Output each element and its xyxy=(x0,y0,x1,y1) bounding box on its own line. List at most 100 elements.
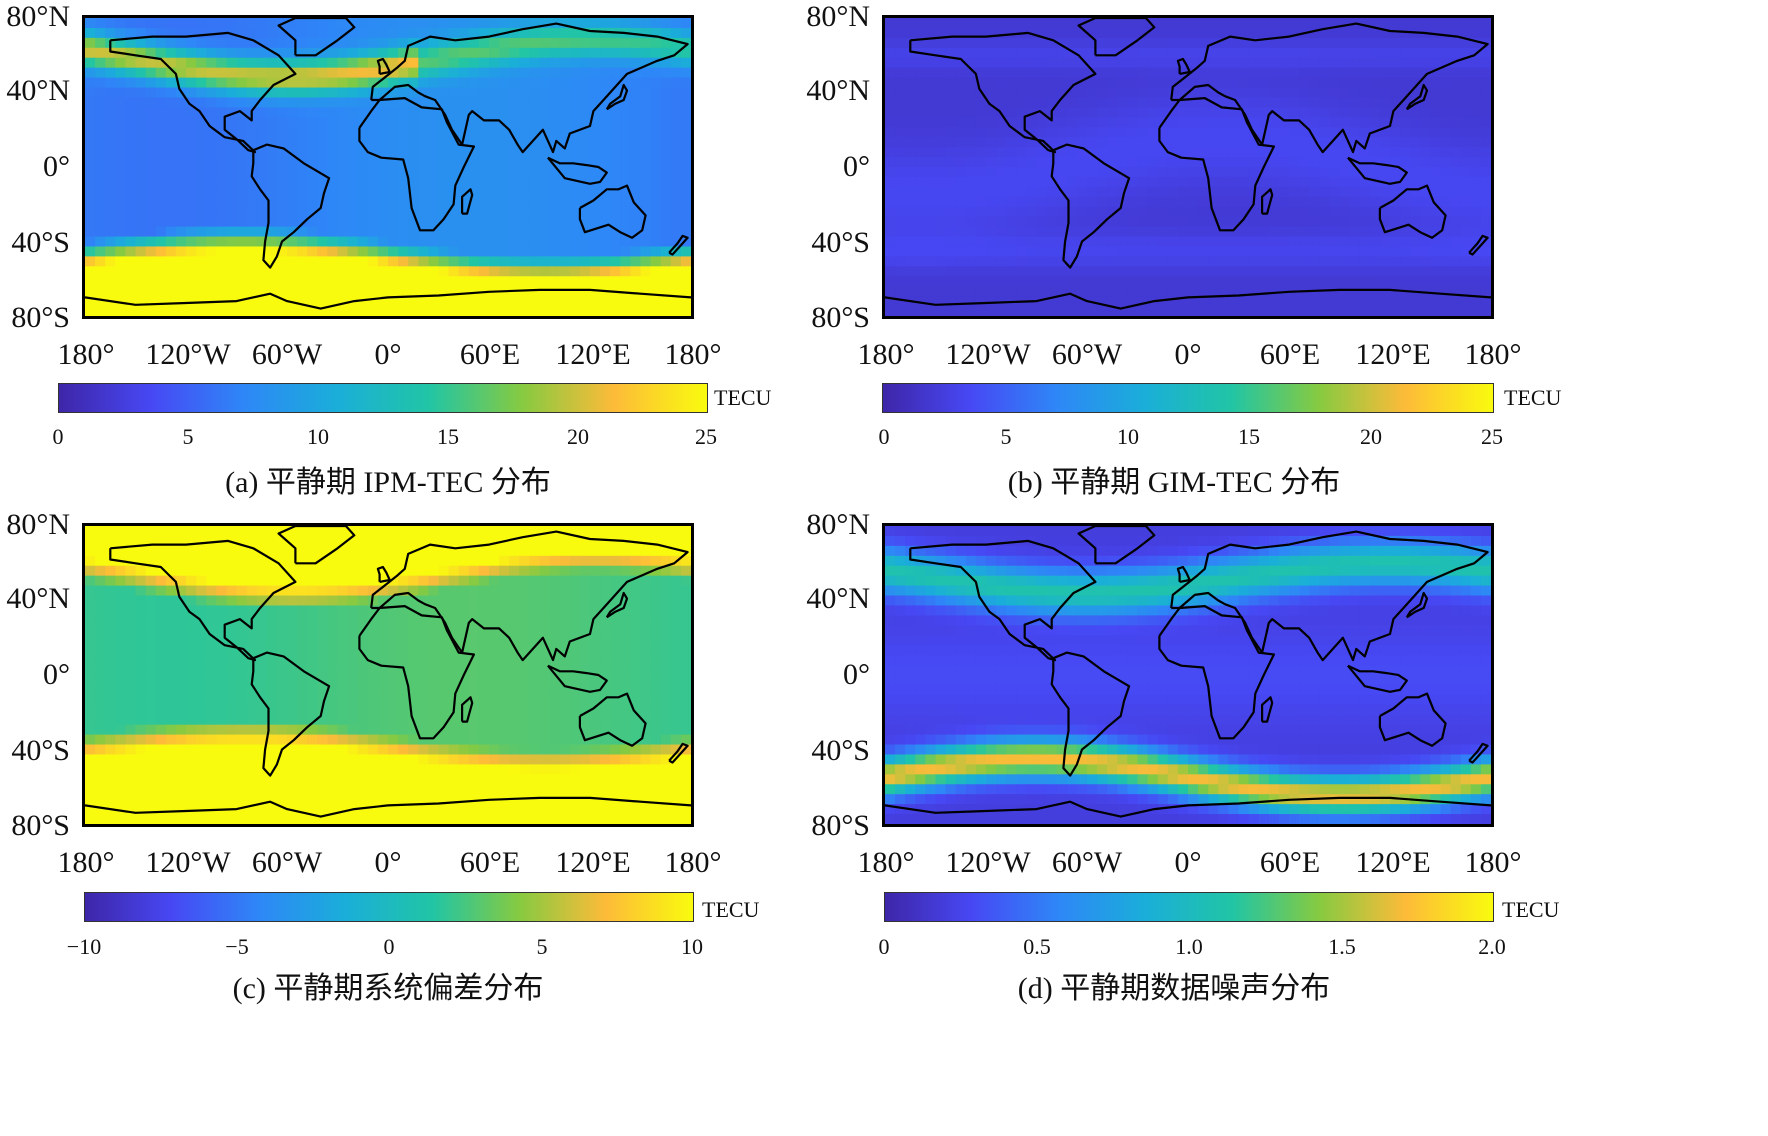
map-cell xyxy=(367,276,379,287)
map-cell xyxy=(165,645,177,656)
map-cell xyxy=(529,545,541,557)
map-cell xyxy=(539,545,551,557)
map-cell xyxy=(1460,206,1472,218)
map-cell xyxy=(1087,176,1098,188)
map-cell xyxy=(1016,87,1027,99)
map-cell xyxy=(680,555,691,567)
map-cell xyxy=(1430,157,1442,168)
map-cell xyxy=(1379,77,1391,89)
map-cell xyxy=(509,127,520,138)
map-cell xyxy=(95,694,106,706)
map-cell xyxy=(559,724,571,736)
map-cell xyxy=(165,186,177,198)
map-cell xyxy=(1228,226,1240,238)
map-cell xyxy=(246,665,258,676)
map-cell xyxy=(640,585,652,597)
map-cell xyxy=(1157,47,1169,59)
map-cell xyxy=(246,246,258,257)
map-cell xyxy=(337,276,349,287)
map-cell xyxy=(660,167,672,178)
map-cell xyxy=(287,97,298,108)
map-cell xyxy=(579,37,591,49)
map-cell xyxy=(1390,266,1401,277)
map-cell xyxy=(165,206,177,218)
map-cell xyxy=(1410,67,1421,79)
map-cell xyxy=(1480,77,1491,89)
map-cell xyxy=(1036,147,1048,158)
map-cell xyxy=(600,97,611,108)
map-cell xyxy=(347,635,359,646)
map-cell xyxy=(1400,236,1411,248)
map-cell xyxy=(975,226,987,238)
map-cell xyxy=(297,714,308,726)
map-cell xyxy=(660,694,672,706)
map-cell xyxy=(529,575,541,587)
map-cell xyxy=(428,176,440,188)
map-cell xyxy=(125,216,137,228)
map-cell xyxy=(145,117,157,128)
map-cell xyxy=(1278,266,1290,277)
map-cell xyxy=(1410,127,1421,138)
map-cell xyxy=(186,555,197,567)
map-cell xyxy=(660,87,672,99)
map-cell xyxy=(408,67,419,79)
map-cell xyxy=(579,117,591,128)
map-cell xyxy=(996,37,1007,49)
map-cell xyxy=(478,635,490,646)
map-cell xyxy=(145,107,157,118)
map-cell xyxy=(276,714,288,726)
map-cell xyxy=(135,77,147,89)
map-cell xyxy=(468,645,480,656)
map-cell xyxy=(1177,176,1189,188)
map-cell xyxy=(95,57,106,69)
map-cell xyxy=(569,704,581,716)
map-cell xyxy=(307,67,318,79)
map-cell xyxy=(670,276,682,287)
map-cell xyxy=(549,107,561,118)
map-cell xyxy=(377,724,389,736)
map-cell xyxy=(216,246,227,257)
map-cell xyxy=(317,526,328,537)
map-cell xyxy=(955,37,967,49)
map-cell xyxy=(1329,306,1341,316)
map-cell xyxy=(428,694,440,706)
map-cell xyxy=(337,655,349,666)
map-cell xyxy=(600,47,611,59)
map-cell xyxy=(256,117,268,128)
map-cell xyxy=(206,206,217,218)
map-cell xyxy=(519,127,530,138)
map-cell xyxy=(1208,186,1219,198)
map-cell xyxy=(549,256,561,267)
map-cell xyxy=(1420,306,1431,316)
map-cell xyxy=(317,87,328,99)
map-cell xyxy=(246,57,258,69)
map-cell xyxy=(1349,27,1361,39)
map-cell xyxy=(105,147,116,158)
map-cell xyxy=(529,167,541,178)
map-cell xyxy=(680,684,691,696)
map-cell xyxy=(569,675,581,686)
map-cell xyxy=(337,246,349,257)
map-cell xyxy=(650,615,662,626)
colorbar-tick: 25 xyxy=(695,424,717,449)
map-cell xyxy=(1117,87,1128,99)
map-cell xyxy=(246,585,258,597)
map-cell xyxy=(1006,306,1017,316)
map-cell xyxy=(610,555,621,567)
map-cell xyxy=(206,167,217,178)
map-cell xyxy=(1278,67,1290,79)
colorbar-a xyxy=(58,383,708,413)
map-cell xyxy=(1177,206,1189,218)
map-cell xyxy=(1359,18,1371,29)
map-cell xyxy=(357,196,369,208)
map-cell xyxy=(1087,306,1098,316)
map-cell xyxy=(630,635,642,646)
map-cell xyxy=(499,97,510,108)
map-cell xyxy=(367,137,379,148)
map-cell xyxy=(1076,226,1088,238)
map-cell xyxy=(1056,37,1068,49)
map-cell xyxy=(529,565,541,577)
map-cell xyxy=(1026,87,1038,99)
map-cell xyxy=(357,186,369,198)
map-cell xyxy=(915,117,926,128)
